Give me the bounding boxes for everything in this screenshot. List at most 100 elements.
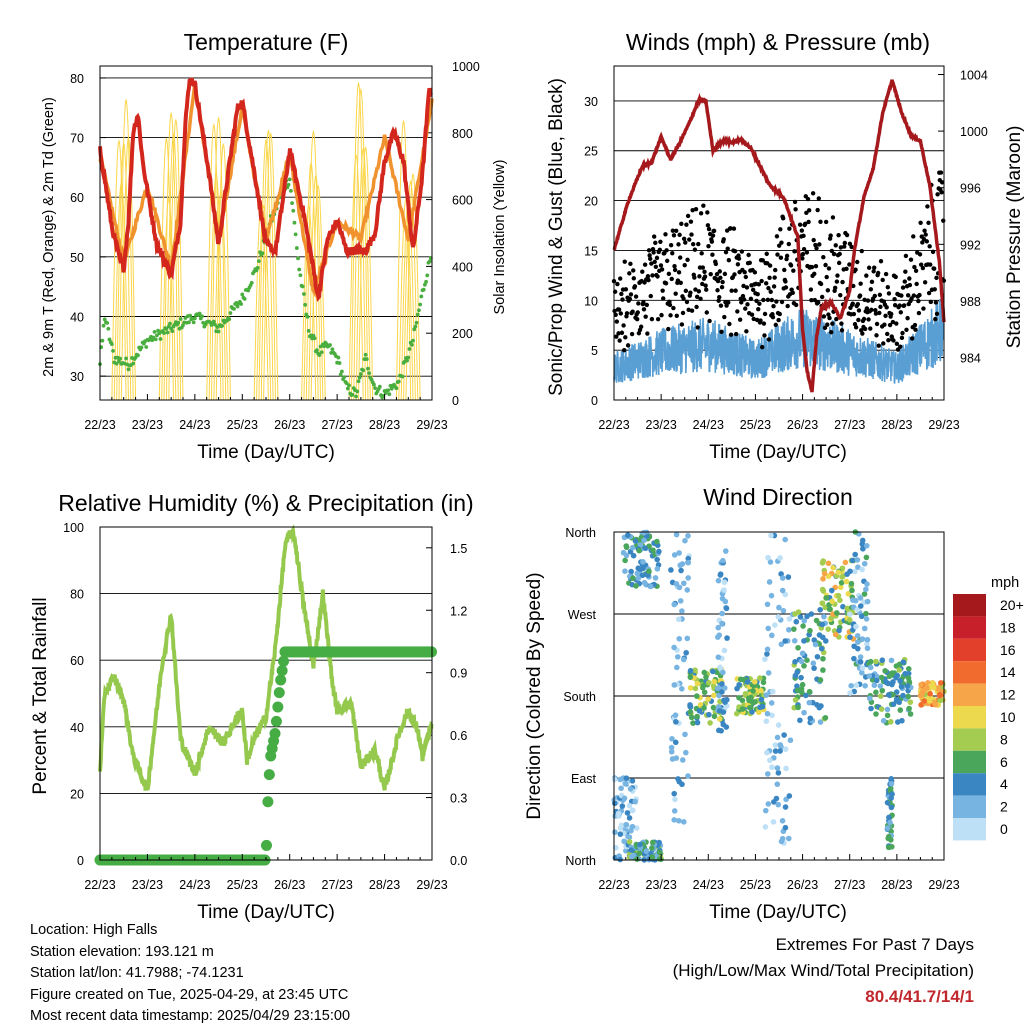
- direction-point: [887, 819, 893, 826]
- gust-point: [847, 262, 852, 267]
- direction-point: [649, 845, 655, 851]
- solar-insolation-line: [113, 181, 129, 401]
- dewpoint-point: [100, 338, 105, 343]
- gust-point: [616, 307, 622, 312]
- direction-point: [844, 605, 851, 612]
- temperature-y2tick-label: 400: [452, 260, 473, 274]
- winds-y2tick-label: 988: [960, 295, 981, 309]
- dewpoint-point: [144, 345, 149, 349]
- dewpoint-point: [256, 259, 261, 264]
- gust-point: [935, 192, 940, 197]
- direction-point: [787, 737, 794, 744]
- dewpoint-point: [242, 297, 247, 301]
- gust-point: [722, 314, 727, 320]
- direction-ytick-label: West: [568, 608, 597, 622]
- direction-point: [715, 624, 722, 631]
- gust-point: [812, 297, 818, 303]
- gust-point: [866, 317, 871, 322]
- direction-point: [656, 548, 662, 555]
- winds-title: Winds (mph) & Pressure (mb): [626, 29, 930, 55]
- gust-point: [792, 199, 798, 205]
- direction-point: [874, 673, 880, 680]
- gust-point: [658, 263, 664, 268]
- direction-point: [764, 710, 771, 717]
- gust-point: [883, 313, 888, 319]
- direction-point: [823, 594, 830, 601]
- direction-scatter: [611, 529, 947, 863]
- dewpoint-point: [345, 386, 350, 391]
- gust-point: [877, 310, 882, 316]
- temperature-xlabel: Time (Day/UTC): [197, 442, 335, 463]
- direction-point: [675, 616, 682, 623]
- dewpoint-point: [240, 292, 245, 297]
- gust-point: [741, 283, 746, 289]
- dewpoint-point: [317, 353, 322, 357]
- direction-point: [623, 775, 630, 782]
- dewpoint-point: [372, 382, 376, 387]
- colorbar-swatch: [953, 795, 986, 818]
- gust-point: [628, 292, 634, 297]
- gust-point: [855, 259, 860, 265]
- gust-point: [774, 234, 780, 239]
- dewpoint-point: [294, 246, 299, 250]
- gust-point: [912, 264, 917, 270]
- gust-point: [773, 267, 778, 273]
- direction-point: [722, 699, 728, 706]
- gust-point: [819, 294, 825, 300]
- direction-point: [716, 632, 723, 638]
- direction-point: [878, 706, 885, 712]
- direction-point: [617, 825, 624, 831]
- gust-point: [640, 269, 645, 274]
- gust-point: [878, 259, 884, 264]
- gust-point: [650, 273, 655, 278]
- direction-point: [687, 674, 694, 680]
- direction-point: [782, 536, 788, 543]
- precipitation-point: [273, 687, 285, 699]
- direction-point: [819, 634, 826, 641]
- dewpoint-point: [187, 320, 191, 325]
- dewpoint-point: [216, 329, 221, 334]
- gust-point: [732, 272, 737, 277]
- direction-point: [894, 672, 901, 679]
- gust-point: [813, 264, 819, 269]
- dewpoint-point: [305, 314, 310, 319]
- gust-point: [646, 248, 652, 253]
- dewpoint-point: [394, 386, 399, 391]
- winds-y2tick-label: 1004: [960, 68, 988, 82]
- dewpoint-point: [356, 379, 361, 384]
- gust-point: [681, 236, 687, 242]
- gust-point: [934, 275, 939, 281]
- direction-point: [877, 693, 884, 699]
- direction-point: [864, 636, 871, 643]
- direction-point: [900, 692, 906, 699]
- colorbar-swatch: [953, 683, 986, 706]
- direction-point: [724, 635, 730, 641]
- gust-point: [706, 226, 712, 232]
- direction-point: [671, 817, 678, 823]
- gust-point: [620, 297, 625, 302]
- direction-point: [749, 709, 755, 715]
- gust-point: [646, 277, 651, 283]
- direction-point: [715, 577, 722, 584]
- dewpoint-point: [406, 355, 411, 360]
- direction-point: [763, 692, 770, 698]
- gust-point: [829, 329, 834, 335]
- gust-point: [748, 296, 754, 301]
- dewpoint-point: [414, 320, 419, 325]
- direction-point: [693, 693, 700, 699]
- gust-point: [653, 240, 658, 245]
- direction-point: [668, 567, 674, 573]
- precipitation-point: [269, 727, 281, 739]
- dewpoint-point: [328, 343, 332, 347]
- direction-point: [646, 568, 652, 575]
- solar-insolation-line: [208, 172, 224, 401]
- gust-point: [762, 333, 767, 338]
- humidity-ytick-label: 80: [70, 588, 84, 602]
- gust-point: [668, 313, 673, 318]
- gust-point: [908, 257, 914, 262]
- direction-point: [720, 669, 726, 676]
- dewpoint-point: [422, 282, 427, 287]
- direction-point: [674, 664, 680, 671]
- gust-point: [767, 275, 772, 281]
- gust-point: [683, 240, 688, 245]
